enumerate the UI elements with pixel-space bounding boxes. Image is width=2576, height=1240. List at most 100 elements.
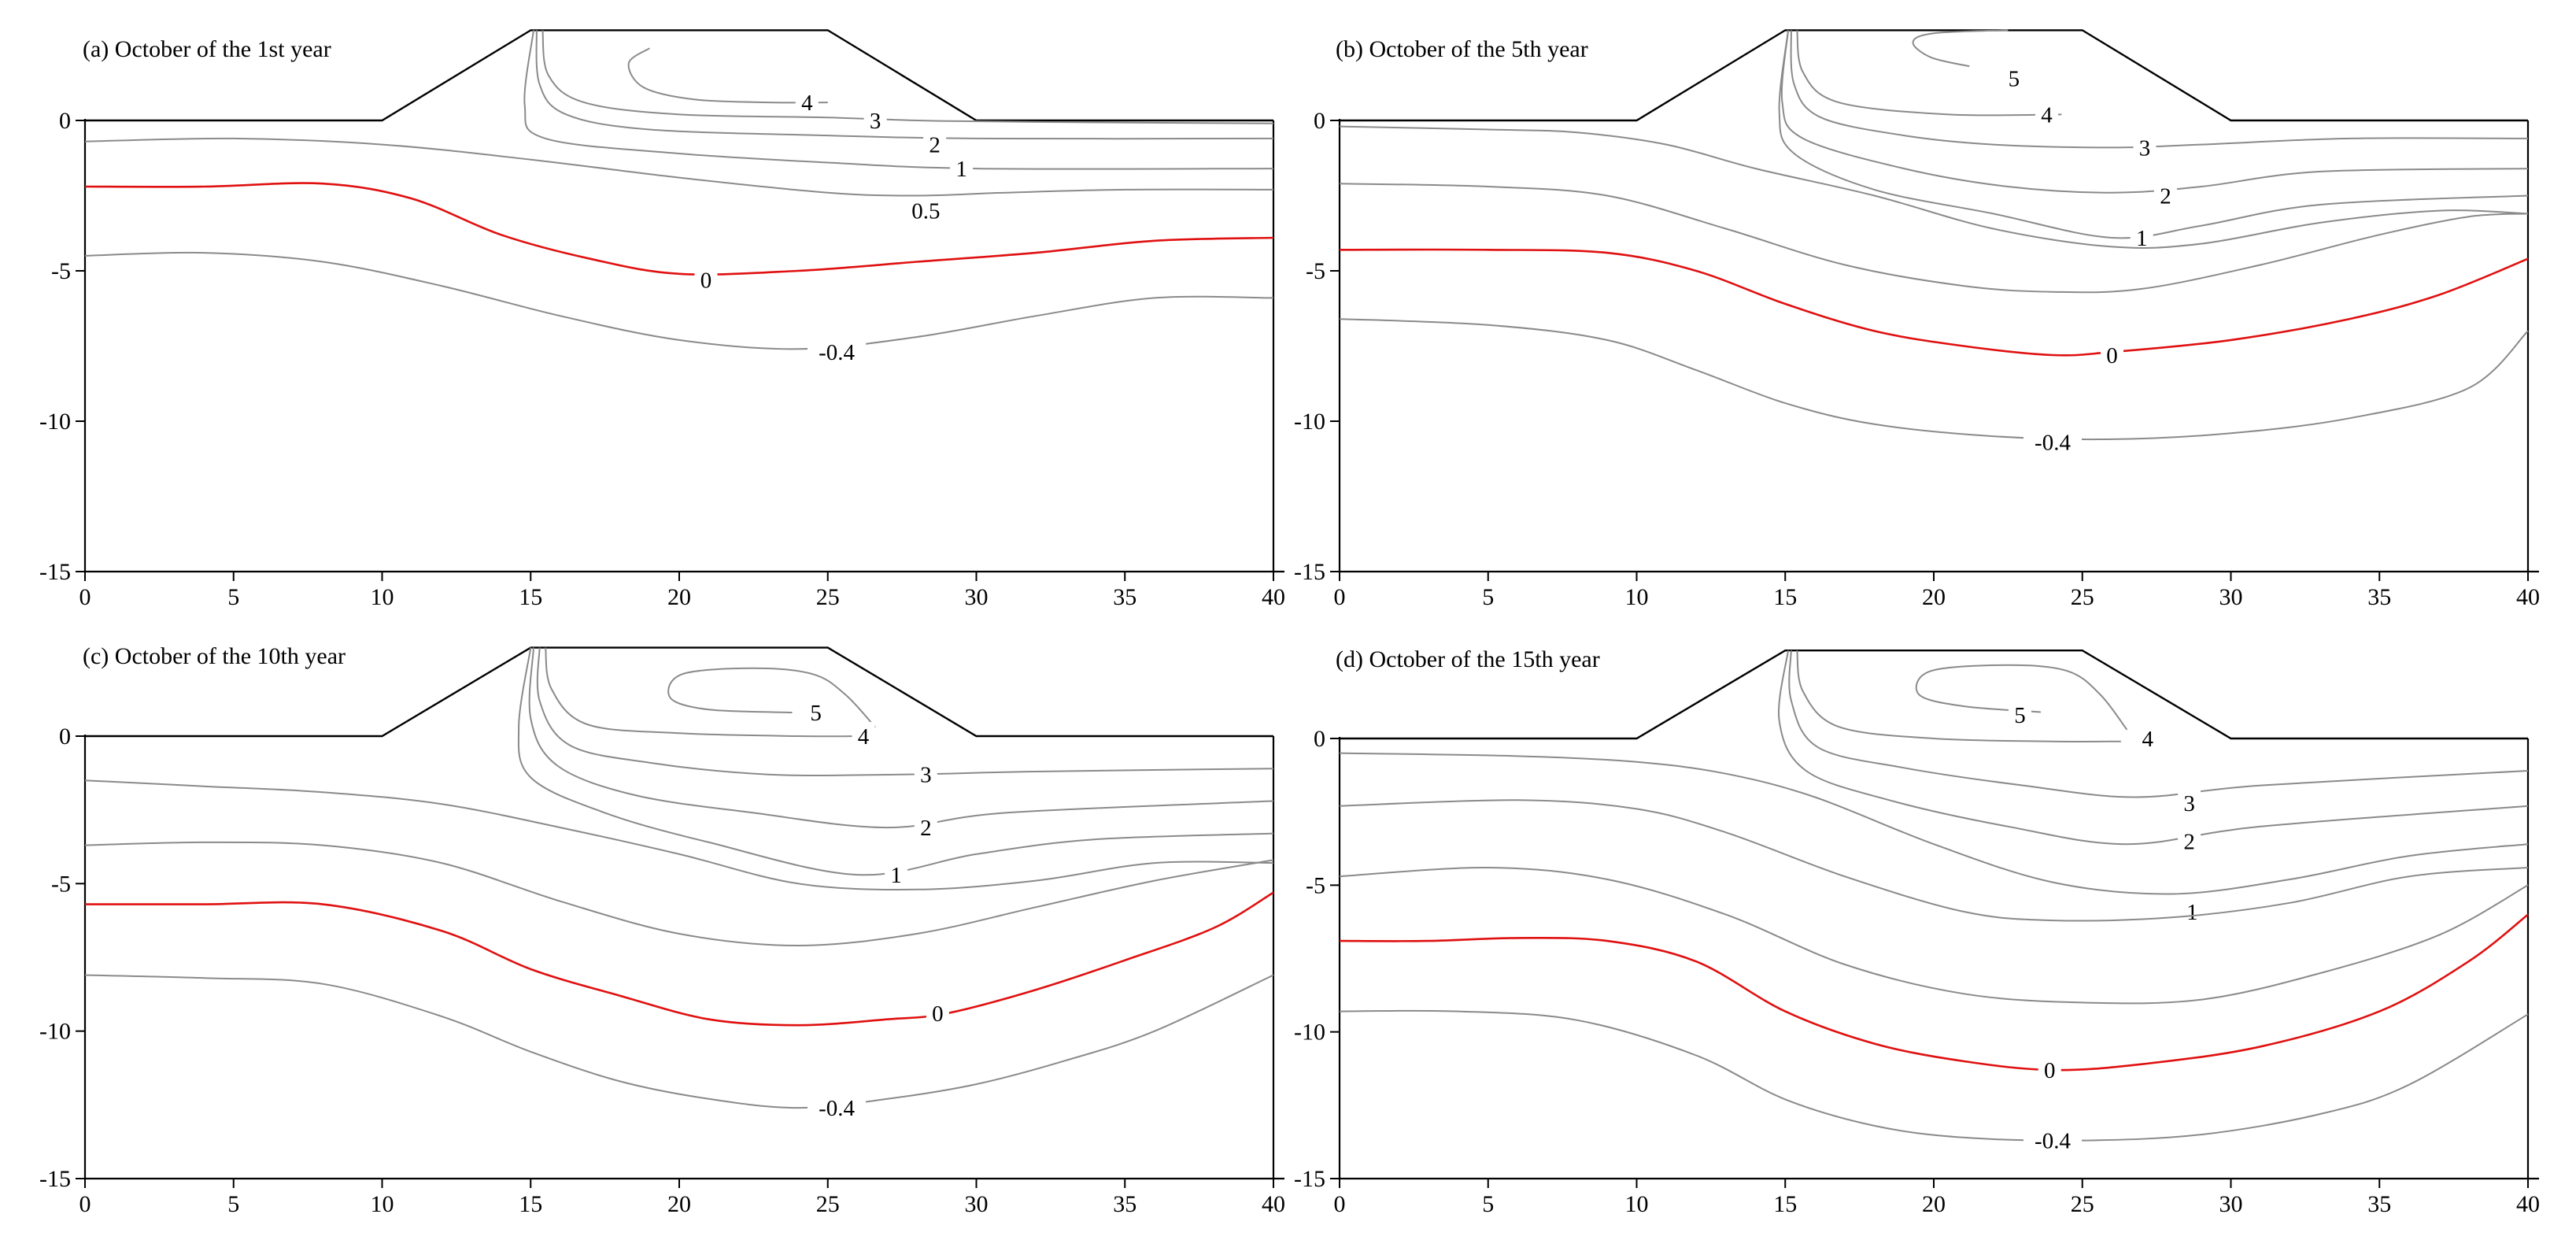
contour-label-mask <box>795 88 819 116</box>
x-tick-label: 20 <box>667 584 691 610</box>
isotherm-line <box>1339 866 2529 1005</box>
x-tick-label: 15 <box>1773 1191 1797 1217</box>
isotherm-line <box>667 667 876 728</box>
contour-label: 1 <box>890 863 902 888</box>
panel-title: (c) October of the 10th year <box>83 643 346 669</box>
isotherm-line <box>1788 650 2529 798</box>
isotherm-line <box>1778 30 2529 239</box>
isotherm-line <box>84 779 1274 891</box>
x-tick-label: 30 <box>2219 584 2243 610</box>
contour-label: 5 <box>810 701 822 726</box>
isotherm-line <box>627 47 828 104</box>
x-tick-label: 35 <box>2367 584 2391 610</box>
contour-label: 4 <box>858 724 870 750</box>
x-tick-label: 35 <box>1113 584 1136 610</box>
x-tick-label: 0 <box>1334 1191 1346 1217</box>
x-tick-label: 25 <box>816 584 840 610</box>
contour-label: -0.4 <box>2035 1129 2071 1154</box>
contour-label-mask <box>2136 724 2160 751</box>
contour-label-mask <box>2180 897 2204 924</box>
x-tick-label: 25 <box>816 1191 840 1217</box>
contour-label-mask <box>863 106 887 133</box>
y-tick-label: -10 <box>39 409 71 435</box>
contour-label: 0.5 <box>911 199 940 224</box>
contour-label-mask <box>852 722 875 749</box>
isotherm-line <box>1339 125 2529 249</box>
isotherm-line <box>1339 318 2529 441</box>
isotherm-line <box>84 137 1274 197</box>
x-tick-label: 10 <box>371 1191 394 1217</box>
contour-label: 3 <box>870 109 881 134</box>
y-tick-label: -5 <box>51 871 71 897</box>
x-tick-label: 10 <box>1625 584 1649 610</box>
contour-label-mask <box>808 338 867 365</box>
contour-label: 3 <box>2183 791 2195 816</box>
contour-label: 4 <box>2041 102 2053 128</box>
x-tick-label: 35 <box>2367 1191 2391 1217</box>
zero-isotherm-line <box>1339 248 2529 357</box>
panel-title: (d) October of the 15th year <box>1336 646 1600 672</box>
contour-label: 4 <box>801 91 813 116</box>
contour-label-mask <box>2101 340 2123 368</box>
contour-label-mask <box>2133 133 2157 161</box>
x-tick-label: 30 <box>965 584 989 610</box>
contour-label: 0 <box>932 1001 944 1027</box>
contour-label: 2 <box>929 133 941 158</box>
isotherm-line <box>84 841 1274 947</box>
zero-isotherm-line <box>85 891 1274 1027</box>
isotherm-line <box>541 30 1274 124</box>
isotherm-line <box>1912 29 2009 68</box>
isotherm-line <box>84 251 1274 350</box>
y-tick-label: -10 <box>1294 1020 1325 1046</box>
y-tick-label: 0 <box>59 724 71 750</box>
contour-label-mask <box>926 999 949 1027</box>
embankment-outline <box>85 29 1273 122</box>
x-tick-label: 15 <box>1773 584 1797 610</box>
panel-title: (b) October of the 5th year <box>1336 36 1588 62</box>
contour-label: 3 <box>2139 135 2151 161</box>
x-tick-label: 0 <box>79 1191 91 1217</box>
isotherm-line <box>1339 1009 2529 1142</box>
isotherm-line <box>535 30 1274 140</box>
contour-label-mask <box>804 698 828 726</box>
contour-label: 2 <box>2160 184 2171 209</box>
contour-label-mask <box>2035 100 2058 128</box>
contour-label: 0 <box>2106 343 2118 368</box>
isotherm-line <box>545 647 861 738</box>
x-tick-label: 30 <box>2219 1191 2243 1217</box>
contour-label-mask <box>914 760 937 787</box>
zero-isotherm-line <box>84 182 1274 276</box>
contour-label: 0 <box>700 268 712 293</box>
x-tick-label: 20 <box>667 1191 691 1217</box>
x-tick-label: 40 <box>1262 1191 1285 1217</box>
contour-label: 1 <box>2186 900 2198 925</box>
y-tick-label: -5 <box>1306 258 1325 284</box>
contour-label: -0.4 <box>2035 431 2071 456</box>
x-tick-label: 30 <box>965 1191 989 1217</box>
contour-label: 2 <box>920 816 932 841</box>
x-tick-label: 0 <box>79 584 91 610</box>
contour-label: 4 <box>2142 727 2154 752</box>
y-tick-label: 0 <box>1314 726 1325 752</box>
contour-label-mask <box>694 265 718 293</box>
contour-label: 1 <box>955 157 967 182</box>
contour-label-mask <box>2130 223 2153 250</box>
isotherm-line <box>528 647 1274 829</box>
x-tick-label: 15 <box>519 584 542 610</box>
isotherm-line <box>1339 183 2529 294</box>
contour-label: -0.4 <box>819 340 855 365</box>
contour-label-mask <box>923 130 947 157</box>
panel-title: (a) October of the 1st year <box>83 36 331 62</box>
isotherm-line <box>1915 664 2128 731</box>
x-tick-label: 20 <box>1922 1191 1946 1217</box>
y-tick-label: -5 <box>51 258 71 284</box>
contour-label: 2 <box>2183 829 2195 854</box>
x-tick-label: 20 <box>1922 584 1946 610</box>
x-tick-label: 5 <box>1482 1191 1494 1217</box>
contour-label-mask <box>2008 701 2031 728</box>
contour-label: -0.4 <box>819 1096 855 1121</box>
isotherm-line <box>523 30 1274 170</box>
